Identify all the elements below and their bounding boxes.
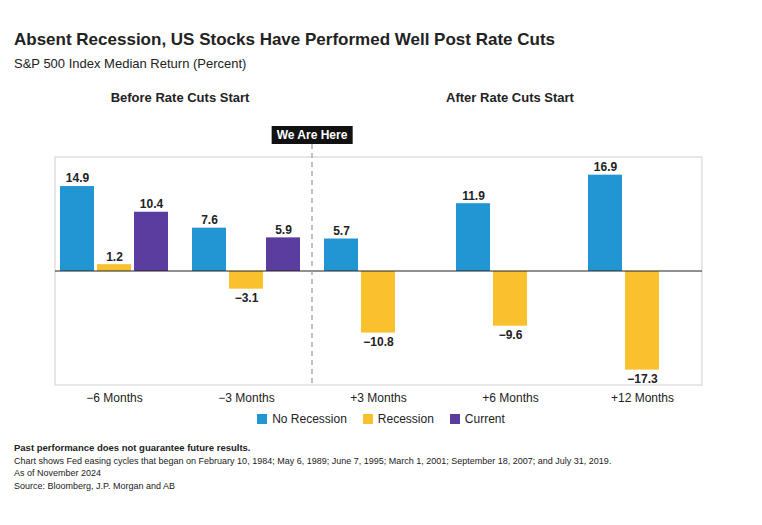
svg-text:16.9: 16.9 bbox=[594, 160, 618, 174]
html-text:S&P 500 Index Median Return (P: S&P 500 Index Median Return (Percent) bbox=[14, 56, 247, 71]
svg-text:−17.3: −17.3 bbox=[627, 372, 658, 386]
svg-text:Before Rate Cuts Start: Before Rate Cuts Start bbox=[111, 90, 250, 105]
svg-text:5.7: 5.7 bbox=[333, 224, 350, 238]
html-text:No Recession: No Recession bbox=[272, 412, 347, 426]
html-text:Current: Current bbox=[464, 412, 505, 426]
svg-text:We Are Here: We Are Here bbox=[277, 128, 348, 142]
svg-text:−6 Months: −6 Months bbox=[86, 391, 142, 405]
html-text:Source: Bloomberg, J.P. Morgan: Source: Bloomberg, J.P. Morgan and AB bbox=[14, 480, 175, 491]
svg-text:14.9: 14.9 bbox=[66, 171, 90, 185]
svg-text:After Rate Cuts Start: After Rate Cuts Start bbox=[446, 90, 575, 105]
svg-text:11.9: 11.9 bbox=[462, 189, 485, 203]
svg-text:10.4: 10.4 bbox=[140, 197, 164, 211]
svg-text:1.2: 1.2 bbox=[106, 250, 123, 264]
svg-text:−3 Months: −3 Months bbox=[218, 391, 274, 405]
svg-text:−10.8: −10.8 bbox=[363, 335, 394, 349]
html-text:Past performance does not guar: Past performance does not guarantee futu… bbox=[14, 442, 251, 453]
svg-text:+12 Months: +12 Months bbox=[611, 391, 674, 405]
svg-text:+6 Months: +6 Months bbox=[482, 391, 538, 405]
html-text:Absent Recession, US Stocks Ha: Absent Recession, US Stocks Have Perform… bbox=[14, 30, 555, 49]
html-text:Chart shows Fed easing cycles: Chart shows Fed easing cycles that began… bbox=[14, 455, 612, 466]
svg-text:−9.6: −9.6 bbox=[499, 328, 523, 342]
html-text:Recession: Recession bbox=[377, 412, 434, 426]
svg-text:5.9: 5.9 bbox=[275, 223, 292, 237]
svg-text:−3.1: −3.1 bbox=[235, 291, 259, 305]
html-text:As of November 2024: As of November 2024 bbox=[14, 468, 101, 478]
svg-text:7.6: 7.6 bbox=[201, 213, 218, 227]
svg-text:+3 Months: +3 Months bbox=[350, 391, 406, 405]
